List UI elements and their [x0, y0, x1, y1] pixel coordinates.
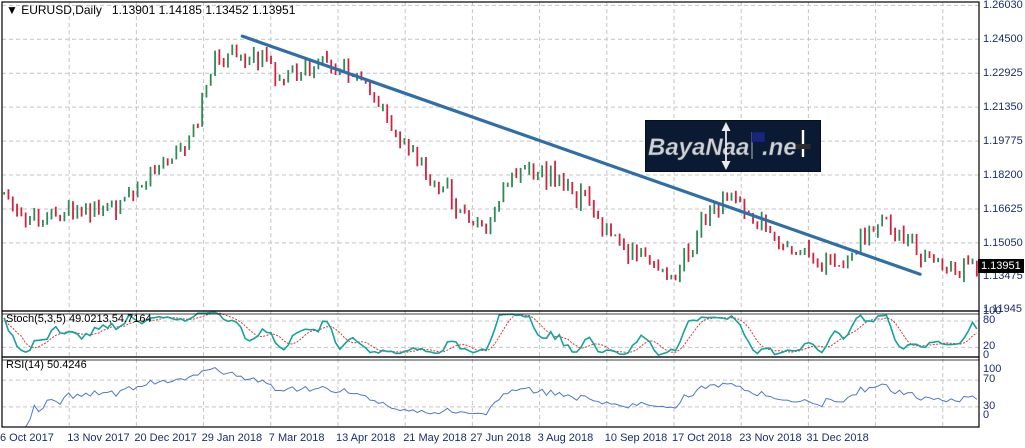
svg-text:.ne: .ne: [762, 134, 797, 161]
svg-text:BayaNaa: BayaNaa: [648, 134, 749, 161]
